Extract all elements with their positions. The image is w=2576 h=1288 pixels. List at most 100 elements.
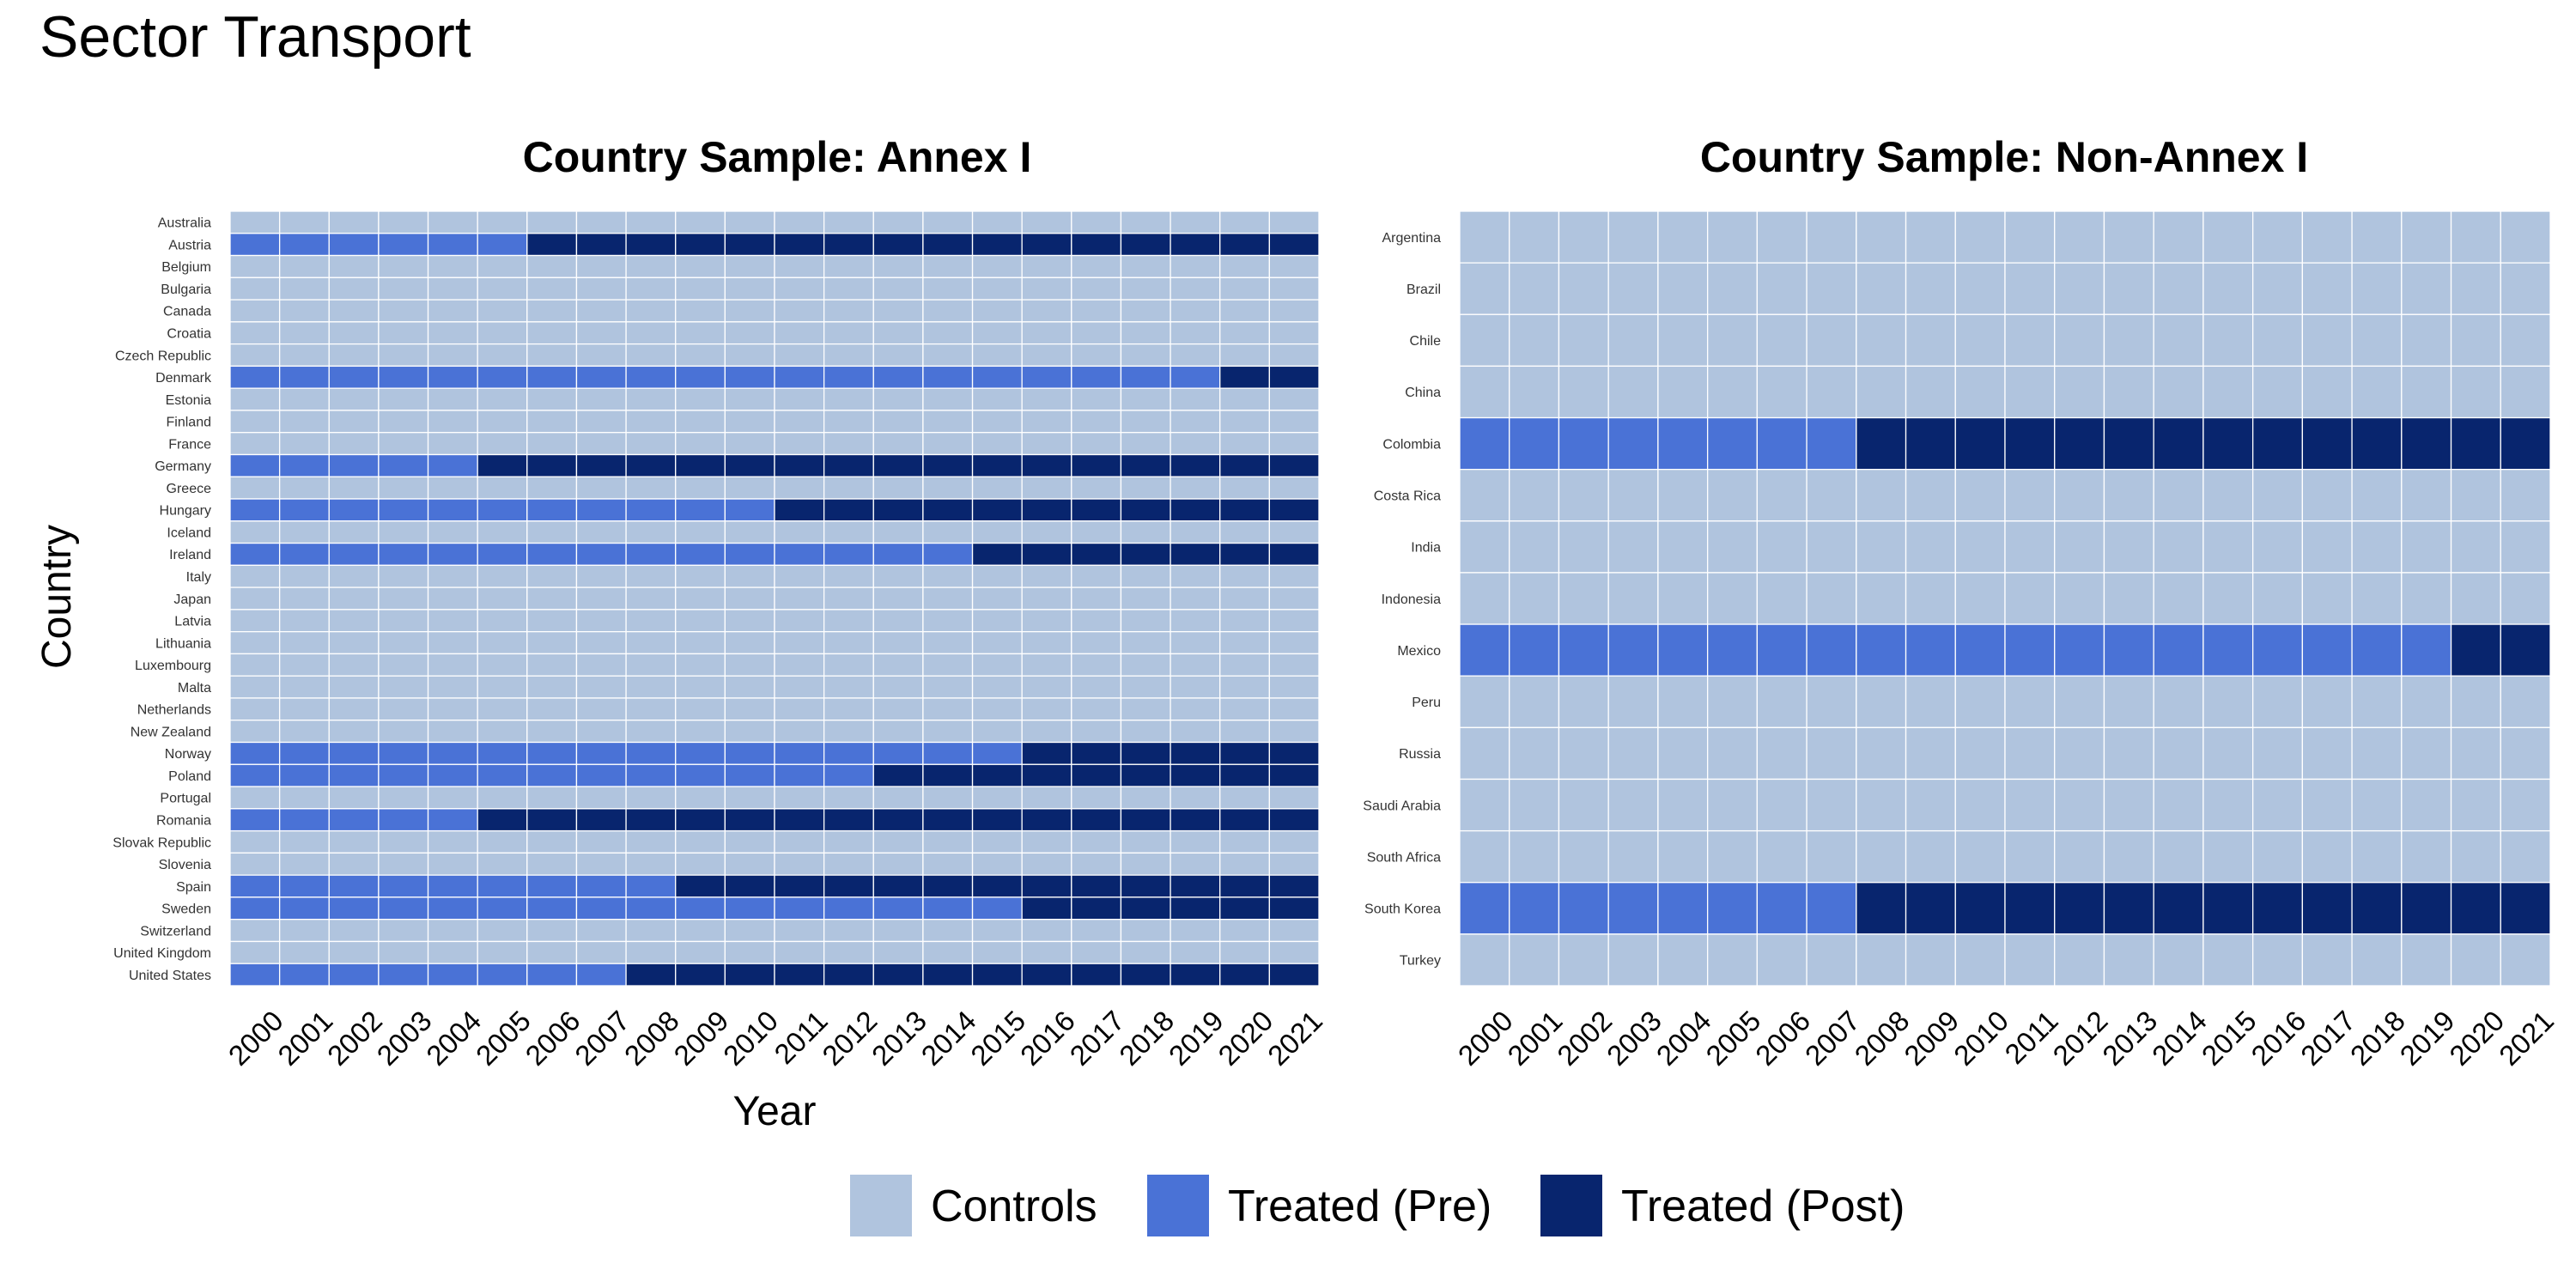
cell-india-2001: [1509, 520, 1560, 574]
cell-australia-2004: [427, 210, 478, 234]
cell-indonesia-2017: [2301, 572, 2353, 625]
cell-indonesia-2021: [2500, 572, 2551, 625]
cell-germany-2004: [427, 453, 478, 477]
cell-saudi-arabia-2007: [1806, 778, 1857, 832]
y-tick-label: Croatia: [167, 327, 211, 342]
cell-lithuania-2018: [1120, 631, 1171, 655]
cell-malta-2017: [1071, 675, 1122, 699]
cell-india-2015: [2202, 520, 2254, 574]
cell-indonesia-2016: [2251, 572, 2304, 625]
cell-czech-republic-2021: [1268, 343, 1320, 368]
cell-hungary-2001: [278, 498, 330, 522]
cell-norway-2018: [1120, 741, 1171, 765]
cell-peru-2004: [1657, 675, 1709, 728]
cell-saudi-arabia-2002: [1558, 778, 1609, 832]
y-tick-label: Colombia: [1382, 437, 1441, 452]
cell-poland-2002: [328, 763, 380, 787]
cell-portugal-2014: [922, 786, 974, 810]
cell-south-africa-2006: [1756, 829, 1807, 884]
x-tick-label: 2012: [816, 1005, 883, 1072]
cell-hungary-2013: [872, 498, 924, 522]
cell-germany-2014: [922, 453, 974, 477]
cell-norway-2015: [971, 741, 1023, 765]
cell-bulgaria-2020: [1219, 276, 1271, 301]
cell-croatia-2006: [526, 321, 578, 345]
cell-mexico-2017: [2301, 623, 2353, 677]
cell-colombia-2014: [2153, 416, 2204, 471]
cell-norway-2019: [1170, 741, 1221, 765]
cell-argentina-2018: [2351, 210, 2403, 264]
cell-japan-2018: [1120, 586, 1171, 611]
cell-switzerland-2016: [1021, 919, 1072, 943]
cell-latvia-2021: [1268, 609, 1320, 633]
cell-canada-2004: [427, 299, 478, 323]
cell-china-2002: [1558, 365, 1609, 419]
cell-colombia-2006: [1756, 416, 1807, 471]
cell-mexico-2003: [1607, 623, 1659, 677]
cell-germany-2009: [675, 453, 726, 477]
x-tick-label: 2010: [1947, 1005, 2014, 1072]
cell-slovak-republic-2004: [427, 829, 478, 854]
cell-norway-2007: [575, 741, 627, 765]
cell-lithuania-2010: [724, 631, 775, 655]
cell-united-kingdom-2018: [1120, 940, 1171, 964]
cell-slovenia-2019: [1170, 852, 1221, 876]
y-tick-label: Russia: [1399, 747, 1441, 762]
cell-croatia-2019: [1170, 321, 1221, 345]
cell-hungary-2015: [971, 498, 1023, 522]
x-tick-label: 2002: [1551, 1005, 1618, 1072]
cell-united-states-2005: [477, 963, 528, 987]
cell-latvia-2008: [625, 609, 677, 633]
cell-chile-2011: [2004, 313, 2056, 368]
cell-canada-2009: [675, 299, 726, 323]
cell-costa-rica-2010: [1954, 469, 2006, 522]
cell-united-kingdom-2003: [378, 940, 429, 964]
cell-chile-2007: [1806, 313, 1857, 368]
cell-indonesia-2019: [2401, 572, 2452, 625]
cell-romania-2006: [526, 808, 578, 832]
cell-slovak-republic-2021: [1268, 829, 1320, 854]
cell-india-2006: [1756, 520, 1807, 574]
cell-hungary-2009: [675, 498, 726, 522]
cell-italy-2011: [774, 564, 825, 588]
cell-poland-2007: [575, 763, 627, 787]
cell-canada-2013: [872, 299, 924, 323]
cell-italy-2012: [823, 564, 874, 588]
cell-australia-2011: [774, 210, 825, 234]
cell-canada-2003: [378, 299, 429, 323]
cell-latvia-2001: [278, 609, 330, 633]
cell-costa-rica-2005: [1706, 469, 1759, 522]
cell-finland-2002: [328, 410, 380, 434]
cell-saudi-arabia-2010: [1954, 778, 2006, 832]
cell-argentina-2000: [1459, 210, 1510, 264]
cell-italy-2008: [625, 564, 677, 588]
cell-india-2014: [2153, 520, 2204, 574]
cell-new-zealand-2017: [1071, 720, 1122, 744]
cell-latvia-2006: [526, 609, 578, 633]
cell-russia-2013: [2103, 726, 2154, 781]
cell-slovak-republic-2013: [872, 829, 924, 854]
cell-malta-2009: [675, 675, 726, 699]
cell-china-2014: [2153, 365, 2204, 419]
cell-united-states-2019: [1170, 963, 1221, 987]
cell-ireland-2001: [278, 542, 330, 566]
cell-mexico-2008: [1856, 623, 1907, 677]
cell-france-2006: [526, 432, 578, 456]
cell-czech-republic-2016: [1021, 343, 1072, 368]
cell-czech-republic-2007: [575, 343, 627, 368]
cell-spain-2017: [1071, 874, 1122, 898]
cell-malta-2019: [1170, 675, 1221, 699]
cell-romania-2011: [774, 808, 825, 832]
cell-norway-2008: [625, 741, 677, 765]
cell-united-kingdom-2007: [575, 940, 627, 964]
y-tick-label: Poland: [168, 769, 211, 784]
cell-germany-2005: [477, 453, 528, 477]
cell-croatia-2007: [575, 321, 627, 345]
cell-belgium-2021: [1268, 254, 1320, 278]
cell-portugal-2000: [229, 786, 281, 810]
y-tick-label: Greece: [167, 482, 212, 496]
cell-turkey-2012: [2054, 933, 2105, 987]
cell-finland-2016: [1021, 410, 1072, 434]
cell-united-kingdom-2013: [872, 940, 924, 964]
cell-argentina-2004: [1657, 210, 1709, 264]
